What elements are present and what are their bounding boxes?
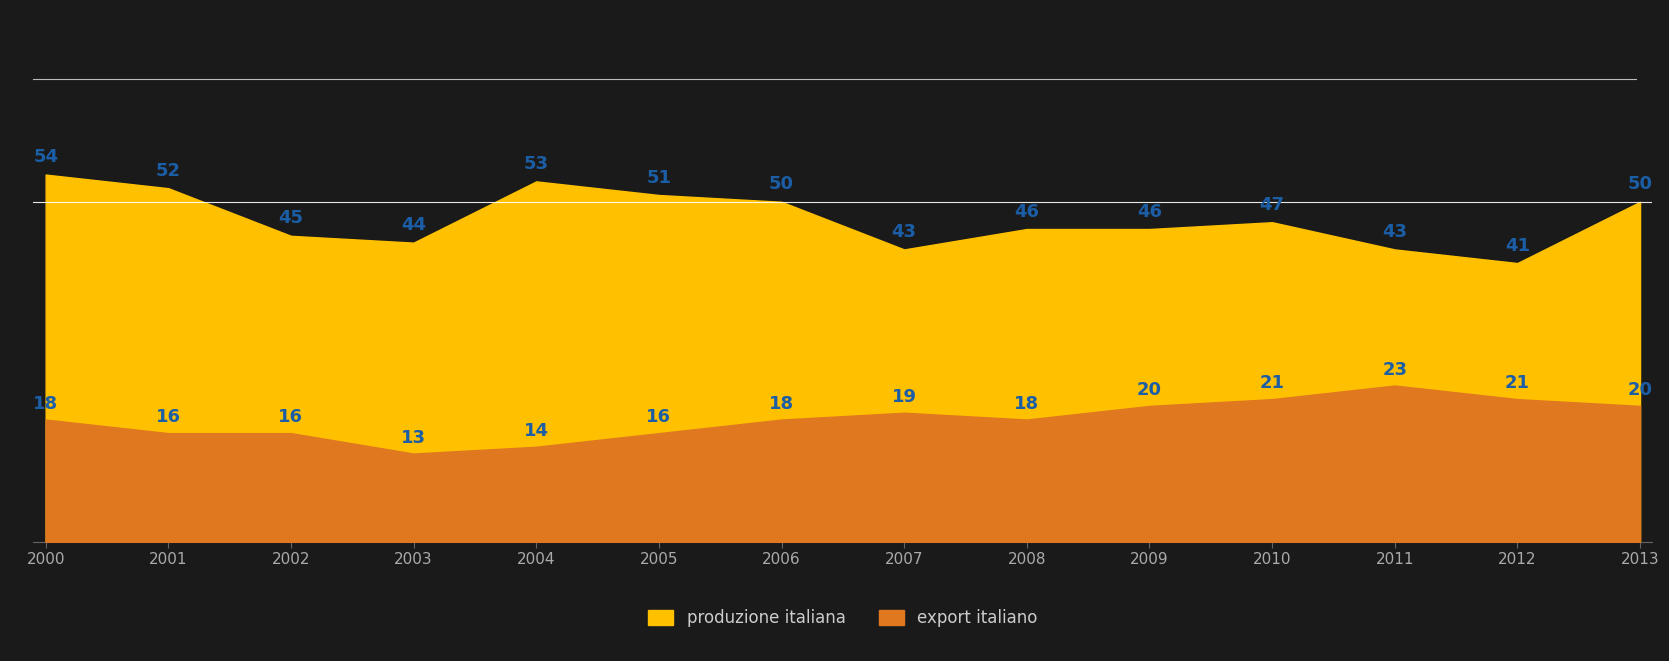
Text: 18: 18 (769, 395, 794, 412)
Text: 16: 16 (646, 408, 671, 426)
Text: 44: 44 (401, 216, 426, 234)
Text: 16: 16 (155, 408, 180, 426)
Text: 54: 54 (33, 148, 58, 167)
Legend: produzione italiana, export italiano: produzione italiana, export italiano (639, 601, 1046, 635)
Text: 18: 18 (33, 395, 58, 412)
Text: 21: 21 (1505, 374, 1530, 392)
Text: 53: 53 (524, 155, 549, 173)
Text: 43: 43 (891, 223, 916, 241)
Text: 20: 20 (1137, 381, 1162, 399)
Text: 41: 41 (1505, 237, 1530, 254)
Text: 19: 19 (891, 388, 916, 406)
Text: 51: 51 (646, 169, 671, 186)
Text: 52: 52 (155, 162, 180, 180)
Text: 47: 47 (1260, 196, 1285, 214)
Text: 45: 45 (279, 210, 304, 227)
Text: 50: 50 (1627, 175, 1652, 194)
Text: 21: 21 (1260, 374, 1285, 392)
Text: 18: 18 (1015, 395, 1040, 412)
Text: 20: 20 (1627, 381, 1652, 399)
Text: 46: 46 (1137, 203, 1162, 221)
Text: 13: 13 (401, 428, 426, 447)
Text: 50: 50 (769, 175, 794, 194)
Text: 14: 14 (524, 422, 549, 440)
Text: 16: 16 (279, 408, 304, 426)
Text: 23: 23 (1382, 360, 1407, 379)
Text: 46: 46 (1015, 203, 1040, 221)
Text: 43: 43 (1382, 223, 1407, 241)
